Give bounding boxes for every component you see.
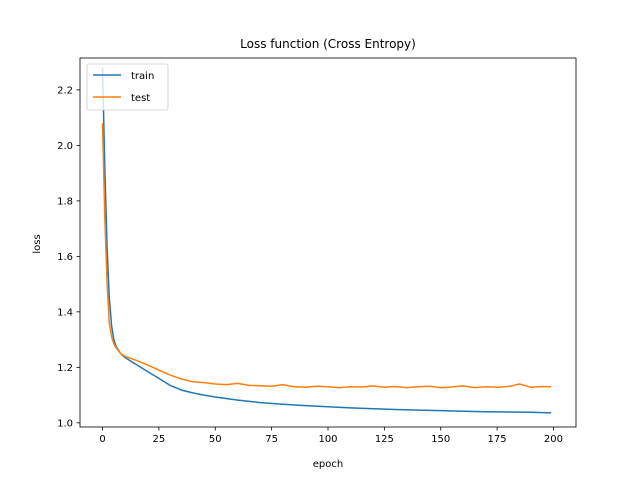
y-tick-label: 1.6 bbox=[57, 252, 73, 263]
y-tick-label: 1.4 bbox=[57, 307, 73, 318]
axes: 0 25 50 75 100 125 150 175 200 1.0 1.2 1.4 1.6 1.8 2.0… bbox=[57, 57, 577, 445]
y-tick-label: 2.0 bbox=[57, 141, 73, 152]
x-tick-label: 0 bbox=[99, 434, 105, 445]
y-tick-label: 1.8 bbox=[57, 196, 73, 207]
y-tick-label: 1.2 bbox=[57, 363, 73, 374]
x-tick-label: 200 bbox=[544, 434, 563, 445]
y-axis-label: loss bbox=[32, 234, 43, 253]
x-tick-label: 75 bbox=[265, 434, 278, 445]
series-line-test bbox=[101, 123, 552, 389]
series-lines bbox=[101, 67, 552, 414]
x-tick-label: 150 bbox=[431, 434, 450, 445]
x-tick-label: 175 bbox=[488, 434, 507, 445]
x-tick-label: 125 bbox=[375, 434, 394, 445]
chart-title: Loss function (Cross Entropy) bbox=[240, 37, 416, 51]
x-tick-label: 100 bbox=[318, 434, 337, 445]
plot-area bbox=[80, 58, 576, 427]
y-tick-label: 1.0 bbox=[57, 418, 73, 429]
y-tick-label: 2.2 bbox=[57, 85, 73, 96]
series-line-train bbox=[101, 67, 552, 414]
plot-background bbox=[80, 58, 576, 427]
legend-label-train: train bbox=[131, 71, 154, 82]
x-tick-label: 25 bbox=[153, 434, 166, 445]
legend-box bbox=[86, 63, 169, 111]
legend: train test bbox=[86, 63, 169, 111]
x-tick-label: 50 bbox=[209, 434, 222, 445]
x-axis-label: epoch bbox=[313, 459, 343, 470]
legend-label-test: test bbox=[131, 93, 150, 104]
